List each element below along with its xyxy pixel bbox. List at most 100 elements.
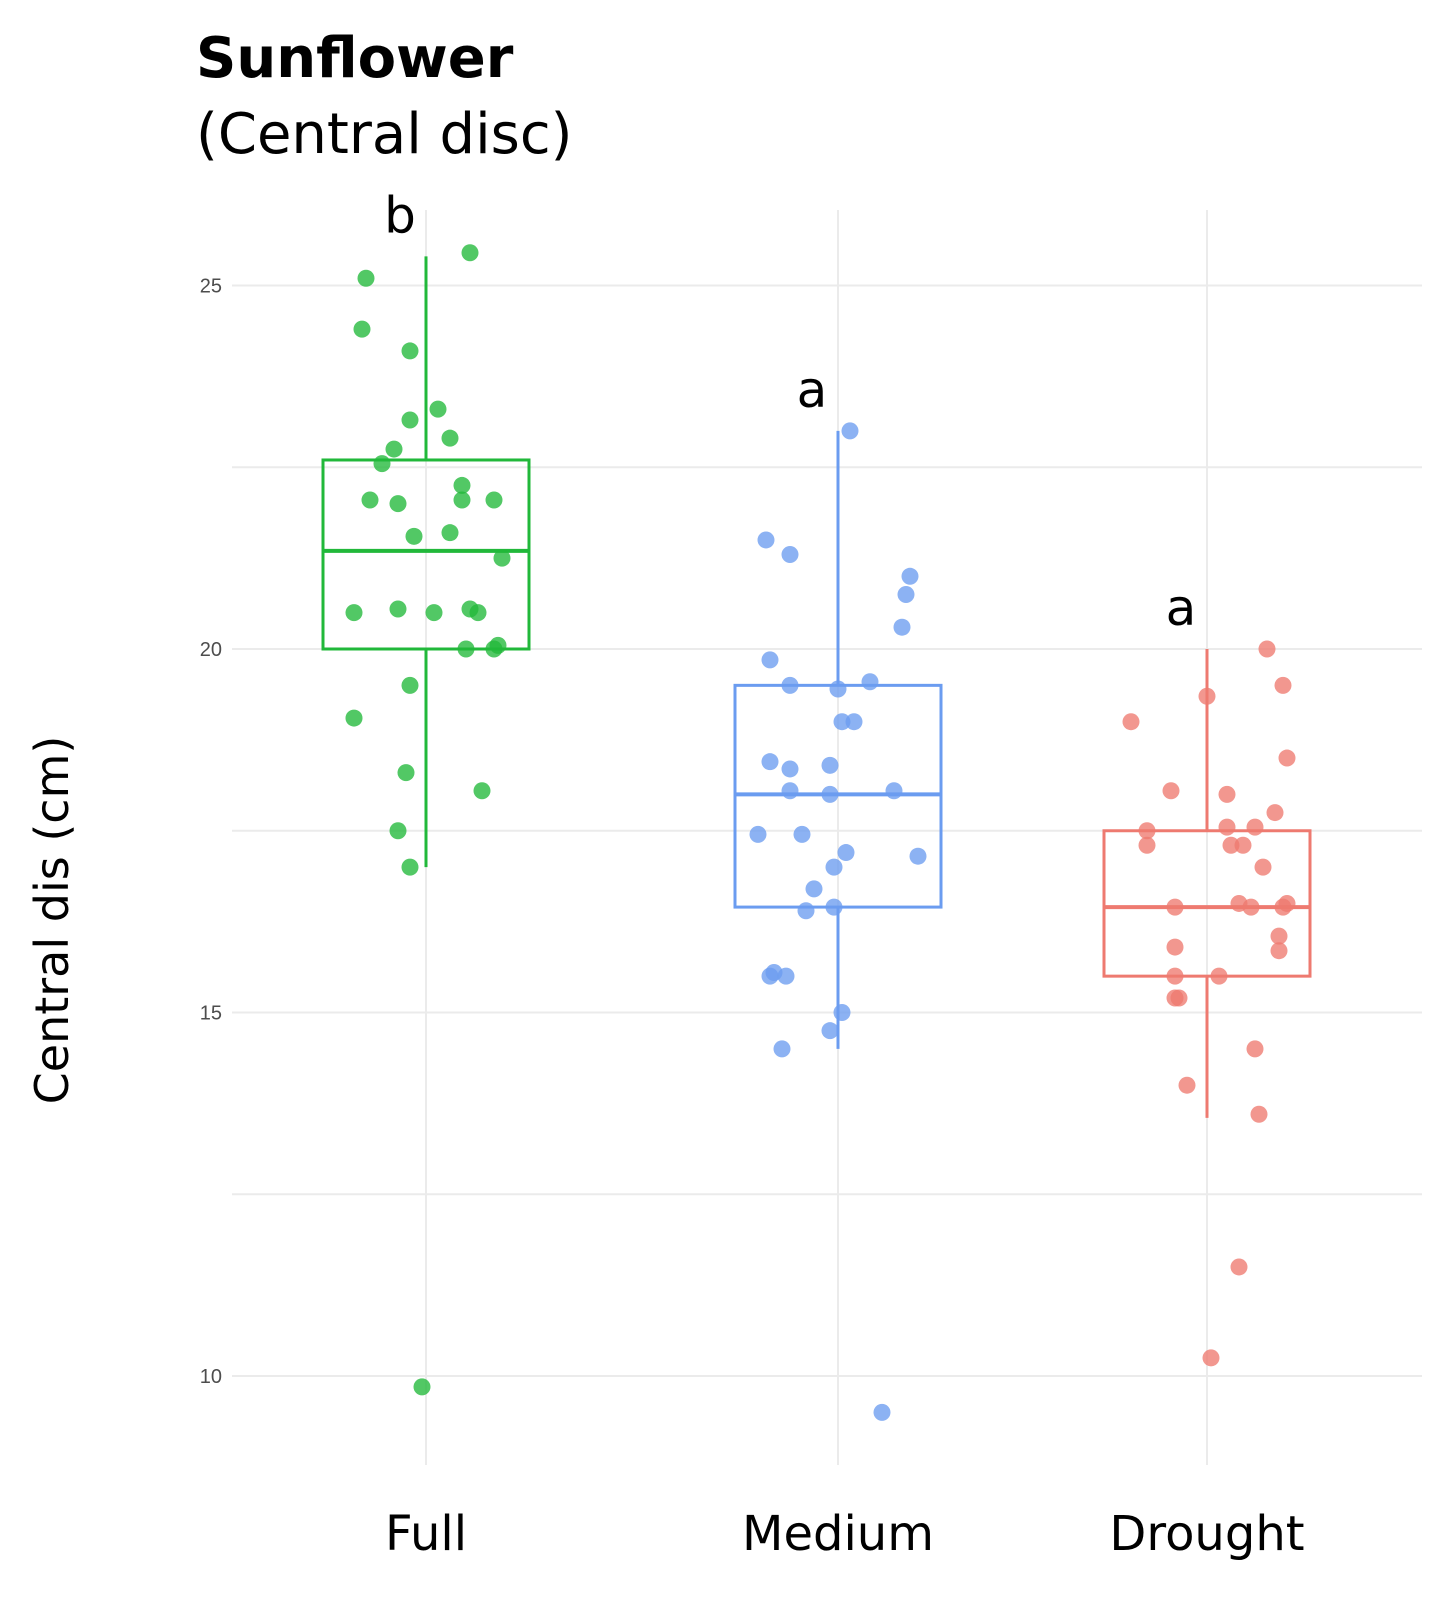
data-point — [1218, 818, 1236, 836]
data-point — [1278, 749, 1296, 767]
data-point — [909, 847, 927, 865]
data-point — [1178, 1076, 1196, 1094]
data-point — [493, 549, 511, 567]
points-layer — [345, 244, 1296, 1421]
data-point — [1242, 898, 1260, 916]
y-tick-label: 20 — [200, 639, 222, 661]
data-point — [1266, 804, 1284, 822]
data-point — [893, 618, 911, 636]
data-point — [469, 604, 487, 622]
data-point — [1166, 898, 1184, 916]
data-point — [901, 567, 919, 585]
data-point — [873, 1403, 891, 1421]
data-point — [405, 527, 423, 545]
data-point — [385, 440, 403, 458]
data-point — [1162, 782, 1180, 800]
y-tick-label: 15 — [200, 1003, 222, 1025]
data-point — [825, 898, 843, 916]
data-point — [1270, 942, 1288, 960]
data-point — [425, 604, 443, 622]
significance-letter: b — [384, 186, 416, 244]
data-point — [429, 400, 447, 418]
data-point — [1234, 836, 1252, 854]
data-point — [897, 585, 915, 603]
data-point — [837, 844, 855, 862]
data-point — [389, 495, 407, 513]
data-point — [1246, 818, 1264, 836]
data-point — [1278, 894, 1296, 912]
data-point — [441, 524, 459, 542]
data-point — [389, 822, 407, 840]
data-point — [781, 676, 799, 694]
data-point — [345, 709, 363, 727]
data-point — [781, 782, 799, 800]
box-full — [321, 256, 531, 868]
data-point — [1246, 1040, 1264, 1058]
data-point — [401, 342, 419, 360]
data-point — [453, 476, 471, 494]
data-point — [401, 676, 419, 694]
data-point — [761, 651, 779, 669]
data-point — [821, 1022, 839, 1040]
data-point — [373, 455, 391, 473]
data-point — [885, 782, 903, 800]
data-point — [777, 967, 795, 985]
box-iqr — [321, 458, 531, 651]
data-point — [401, 858, 419, 876]
data-point — [1270, 927, 1288, 945]
data-point — [461, 244, 479, 262]
data-point — [389, 600, 407, 618]
data-point — [397, 764, 415, 782]
data-point — [413, 1378, 431, 1396]
chart-title: Sunflower — [196, 26, 514, 91]
data-point — [1122, 713, 1140, 731]
data-point — [1198, 687, 1216, 705]
data-point — [825, 858, 843, 876]
data-point — [1166, 967, 1184, 985]
chart-subtitle: (Central disc) — [196, 102, 573, 167]
data-point — [1218, 785, 1236, 803]
data-point — [1250, 1105, 1268, 1123]
data-point — [1210, 967, 1228, 985]
data-point — [797, 902, 815, 920]
data-point — [861, 673, 879, 691]
data-point — [781, 545, 799, 563]
data-point — [805, 880, 823, 898]
data-point — [489, 636, 507, 654]
x-tick-label: Drought — [1109, 1506, 1304, 1562]
data-point — [793, 825, 811, 843]
data-point — [485, 491, 503, 509]
significance-letter: a — [797, 361, 828, 419]
data-point — [441, 429, 459, 447]
data-point — [749, 825, 767, 843]
data-point — [401, 411, 419, 429]
data-point — [1138, 822, 1156, 840]
data-point — [1230, 1258, 1248, 1276]
data-point — [353, 320, 371, 338]
data-point — [773, 1040, 791, 1058]
data-point — [781, 760, 799, 778]
data-point — [473, 782, 491, 800]
data-point — [1138, 836, 1156, 854]
data-point — [1202, 1349, 1220, 1367]
x-axis-labels: Full Medium Drought — [385, 1506, 1305, 1562]
data-point — [357, 269, 375, 287]
data-point — [1222, 836, 1240, 854]
data-point — [361, 491, 379, 509]
significance-letter: a — [1166, 579, 1197, 637]
data-point — [453, 491, 471, 509]
box-iqr — [1102, 829, 1312, 978]
y-axis-ticks: 10 15 20 25 — [200, 276, 222, 1389]
data-point — [1166, 938, 1184, 956]
data-point — [821, 785, 839, 803]
data-point — [345, 604, 363, 622]
data-point — [1274, 676, 1292, 694]
data-point — [457, 640, 475, 658]
y-tick-label: 25 — [200, 276, 222, 298]
data-point — [1258, 640, 1276, 658]
y-tick-label: 10 — [200, 1366, 222, 1388]
significance-letters: b a a — [384, 186, 1196, 637]
data-point — [833, 713, 851, 731]
data-point — [761, 753, 779, 771]
